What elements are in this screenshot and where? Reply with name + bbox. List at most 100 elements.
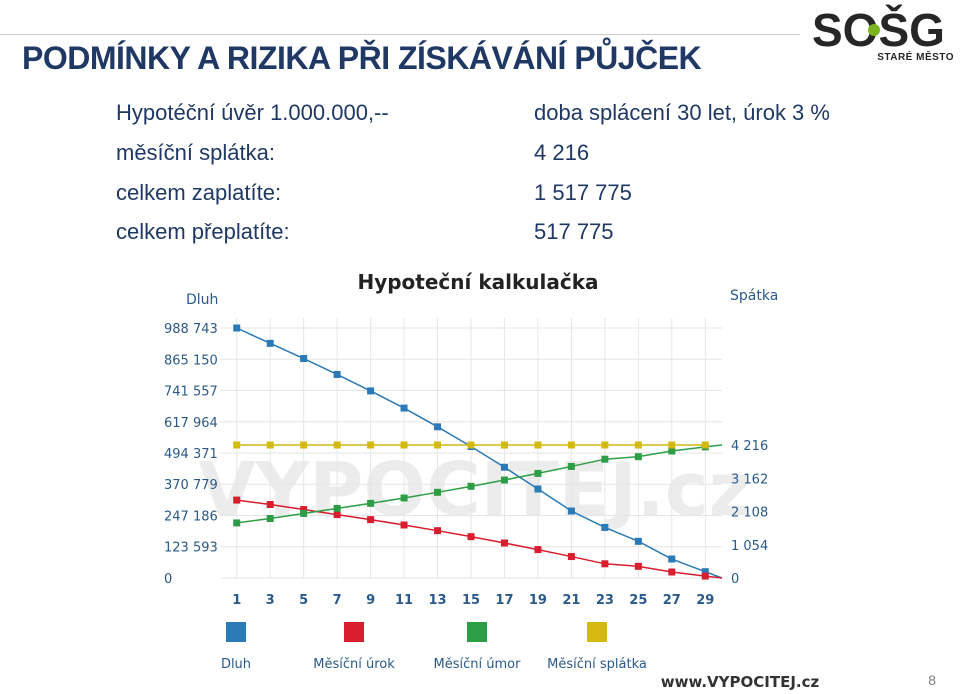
- series-line: [236, 327, 723, 579]
- legend-label: Měsíční úrok: [313, 657, 395, 672]
- data-point: [634, 562, 642, 570]
- data-point: [333, 504, 341, 512]
- data-point: [434, 441, 442, 449]
- legend-swatch: [587, 622, 607, 642]
- logo-green-dot: [868, 24, 880, 36]
- data-point: [634, 453, 642, 461]
- legend-label: Dluh: [221, 657, 251, 672]
- data-point: [233, 519, 241, 527]
- x-tick-label: 3: [266, 593, 275, 608]
- data-point: [534, 546, 542, 554]
- data-point: [266, 515, 274, 523]
- data-point: [601, 560, 609, 568]
- data-point: [534, 469, 542, 477]
- legend-swatch: [226, 622, 246, 642]
- overpaid-label: celkem přeplatíte:: [116, 219, 290, 244]
- data-point: [233, 441, 241, 449]
- data-point: [500, 476, 508, 484]
- left-tick-label: 0: [164, 572, 172, 587]
- legend-label: Měsíční splátka: [547, 657, 647, 672]
- x-tick-label: 7: [333, 593, 342, 608]
- logo-mark: SOŠG: [812, 4, 945, 52]
- x-tick-label: 15: [462, 593, 480, 608]
- data-point: [300, 355, 308, 363]
- overpaid-value: 517 775: [534, 219, 614, 244]
- data-point: [467, 482, 475, 490]
- data-point: [367, 499, 375, 507]
- right-tick-label: 2 108: [731, 506, 768, 521]
- x-tick-label: 17: [495, 593, 513, 608]
- data-point: [634, 537, 642, 545]
- data-point: [434, 423, 442, 431]
- x-tick-label: 1: [232, 593, 241, 608]
- series-line: [236, 444, 723, 524]
- x-tick-label: 23: [596, 593, 614, 608]
- data-point: [534, 485, 542, 493]
- data-point: [333, 441, 341, 449]
- x-tick-label: 19: [529, 593, 547, 608]
- x-tick-label: 13: [428, 593, 446, 608]
- monthly-payment-label: měsíční splátka:: [116, 140, 275, 165]
- x-tick-label: 27: [663, 593, 681, 608]
- left-tick-label: 494 371: [164, 447, 218, 462]
- data-point: [567, 507, 575, 515]
- right-tick-label: 4 216: [731, 439, 768, 454]
- data-point: [467, 441, 475, 449]
- data-point: [233, 324, 241, 332]
- data-point: [367, 387, 375, 395]
- data-point: [300, 509, 308, 517]
- right-axis-label: Spátka: [730, 288, 778, 304]
- data-point: [567, 553, 575, 561]
- data-point: [701, 441, 709, 449]
- legend-swatch: [467, 622, 487, 642]
- data-point: [668, 568, 676, 576]
- header-rule: [0, 34, 800, 35]
- data-point: [266, 441, 274, 449]
- data-point: [701, 572, 709, 580]
- data-point: [668, 447, 676, 455]
- left-tick-label: 123 593: [164, 541, 218, 556]
- data-point: [601, 455, 609, 463]
- data-point: [500, 441, 508, 449]
- data-point: [400, 521, 408, 529]
- school-logo: SOŠG STARÉ MĚSTO: [812, 2, 960, 64]
- loan-terms: doba splácení 30 let, úrok 3 %: [534, 100, 830, 125]
- page-number: 8: [928, 672, 936, 688]
- logo-subtitle: STARÉ MĚSTO: [877, 52, 954, 63]
- data-point: [601, 523, 609, 531]
- data-point: [467, 533, 475, 541]
- data-point: [266, 500, 274, 508]
- data-point: [367, 441, 375, 449]
- right-tick-label: 1 054: [731, 539, 768, 554]
- chart-footer: www.VYPOCITEJ.cz: [661, 673, 820, 691]
- data-point: [266, 339, 274, 347]
- data-point: [300, 506, 308, 514]
- data-point: [400, 441, 408, 449]
- x-tick-label: 9: [366, 593, 375, 608]
- slide-title: PODMÍNKY A RIZIKA PŘI ZÍSKÁVÁNÍ PŮJČEK: [22, 40, 702, 76]
- data-point: [668, 441, 676, 449]
- data-point: [434, 488, 442, 496]
- x-tick-label: 21: [562, 593, 580, 608]
- left-tick-label: 617 964: [164, 416, 218, 431]
- data-point: [701, 568, 709, 576]
- data-point: [367, 516, 375, 524]
- right-tick-label: 0: [731, 572, 739, 587]
- left-tick-label: 247 186: [164, 509, 218, 524]
- data-point: [567, 462, 575, 470]
- data-point: [400, 404, 408, 412]
- x-tick-label: 11: [395, 593, 413, 608]
- chart-watermark: VYPOCITEJ.cz: [198, 447, 751, 533]
- legend-label: Měsíční úmor: [434, 657, 522, 672]
- data-point: [634, 441, 642, 449]
- series-line: [236, 499, 723, 579]
- x-tick-label: 5: [299, 593, 308, 608]
- x-tick-label: 25: [629, 593, 647, 608]
- x-tick-label: 29: [696, 593, 714, 608]
- left-tick-label: 370 779: [164, 478, 218, 493]
- data-point: [500, 463, 508, 471]
- data-point: [668, 555, 676, 563]
- data-point: [567, 441, 575, 449]
- data-point: [534, 441, 542, 449]
- right-tick-label: 3 162: [731, 472, 768, 487]
